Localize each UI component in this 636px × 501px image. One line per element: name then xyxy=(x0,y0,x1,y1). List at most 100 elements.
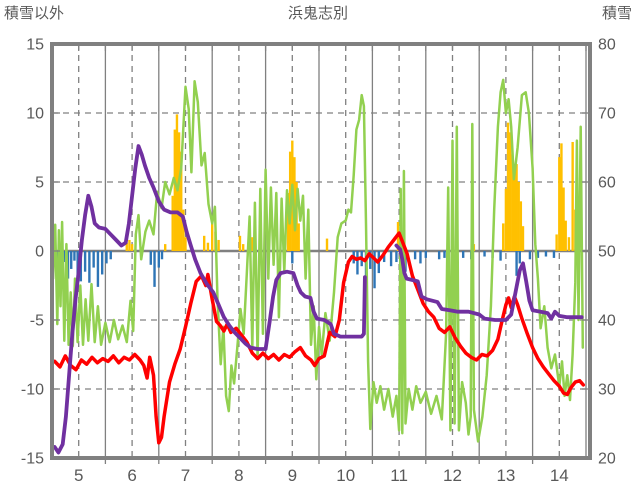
orange-bar xyxy=(555,234,558,251)
blue-bar xyxy=(413,251,417,260)
y-left-tick-label: 10 xyxy=(26,106,44,123)
orange-bar xyxy=(175,114,179,251)
orange-bar xyxy=(562,187,565,251)
orange-bar xyxy=(173,129,177,251)
orange-bar xyxy=(164,244,167,251)
red-line xyxy=(52,231,586,445)
orange-bar xyxy=(202,235,206,251)
orange-bar xyxy=(521,226,525,251)
y-left-tick-label: -10 xyxy=(21,382,44,399)
x-tick-label: 13 xyxy=(496,466,515,485)
x-tick-label: 9 xyxy=(288,466,297,485)
orange-bar xyxy=(128,239,131,251)
orange-bar xyxy=(251,237,254,251)
blue-bar xyxy=(83,251,87,272)
orange-bar xyxy=(511,154,514,251)
orange-bar xyxy=(519,201,523,251)
orange-bar xyxy=(171,195,174,251)
x-tick-label: 8 xyxy=(234,466,243,485)
y-left-tick-label: -5 xyxy=(30,313,44,330)
orange-bar xyxy=(241,244,245,251)
blue-bar xyxy=(373,251,376,289)
blue-bar xyxy=(63,251,67,263)
x-tick-label: 12 xyxy=(443,466,462,485)
blue-bar xyxy=(419,251,422,264)
orange-bar xyxy=(564,220,567,251)
orange-bar xyxy=(125,242,128,251)
blue-bar xyxy=(73,251,76,261)
y-left-tick-label: -15 xyxy=(21,451,44,468)
blue-bar xyxy=(395,251,398,263)
x-tick-label: 5 xyxy=(74,466,83,485)
orange-bar xyxy=(504,188,508,251)
orange-bar xyxy=(180,151,183,251)
blue-bar xyxy=(369,251,372,269)
left-axis-title: 積雪以外 xyxy=(4,5,64,22)
blue-bar xyxy=(153,251,156,287)
blue-bar xyxy=(96,251,100,287)
purple-line xyxy=(52,144,367,455)
y-right-tick-label: 60 xyxy=(598,175,616,192)
purple-line xyxy=(394,243,584,322)
orange-bar xyxy=(177,132,181,251)
orange-bar xyxy=(238,235,242,251)
orange-bar xyxy=(206,242,210,251)
blue-bar xyxy=(160,251,164,260)
blue-bar xyxy=(109,251,112,260)
orange-bar xyxy=(571,141,574,251)
blue-bar xyxy=(443,251,446,258)
blue-bar xyxy=(536,251,540,258)
orange-bar xyxy=(211,220,214,251)
blue-bar xyxy=(88,251,91,283)
y-right-tick-label: 70 xyxy=(598,106,616,123)
blue-bar xyxy=(499,251,502,261)
orange-bar xyxy=(515,164,518,251)
y-left-tick-label: 15 xyxy=(26,37,44,54)
blue-bar xyxy=(100,251,104,275)
right-axis-title: 積雪 xyxy=(602,5,632,22)
blue-bar xyxy=(424,251,427,258)
blue-bar xyxy=(157,251,160,268)
orange-bar xyxy=(508,132,512,251)
blue-bar xyxy=(105,251,108,264)
orange-bar xyxy=(184,237,187,251)
blue-bar xyxy=(437,251,441,260)
orange-bar xyxy=(506,122,510,251)
orange-bar xyxy=(297,223,300,251)
x-tick-label: 7 xyxy=(181,466,190,485)
blue-bar xyxy=(356,251,359,275)
blue-bar xyxy=(483,251,486,257)
plot-border xyxy=(50,42,592,460)
blue-bar xyxy=(70,251,73,269)
y-right-tick-label: 80 xyxy=(598,37,616,54)
x-tick-label: 10 xyxy=(336,466,355,485)
y-right-tick-label: 20 xyxy=(598,451,616,468)
blue-bar xyxy=(461,251,465,258)
orange-bar xyxy=(558,157,561,251)
blue-bar xyxy=(515,251,518,276)
orange-bar xyxy=(502,223,505,251)
blue-bar xyxy=(518,251,521,264)
orange-bar xyxy=(567,237,571,251)
y-right-tick-label: 50 xyxy=(598,244,616,261)
blue-bar xyxy=(528,251,532,260)
orange-bar xyxy=(217,239,220,251)
blue-bar xyxy=(291,251,294,264)
orange-bar xyxy=(182,209,185,251)
blue-bar xyxy=(544,251,548,257)
x-tick-label: 11 xyxy=(390,466,408,485)
y-left-tick-label: 0 xyxy=(35,244,44,261)
orange-bar xyxy=(286,193,290,251)
blue-bar xyxy=(389,251,393,267)
chart-title: 浜鬼志別 xyxy=(288,5,348,22)
orange-bar xyxy=(130,244,134,251)
blue-bar xyxy=(552,251,556,258)
y-right-tick-label: 40 xyxy=(598,313,616,330)
orange-bar xyxy=(513,176,516,251)
x-tick-label: 6 xyxy=(127,466,136,485)
y-right-tick-label: 30 xyxy=(598,382,616,399)
y-left-tick-label: 5 xyxy=(35,175,44,192)
